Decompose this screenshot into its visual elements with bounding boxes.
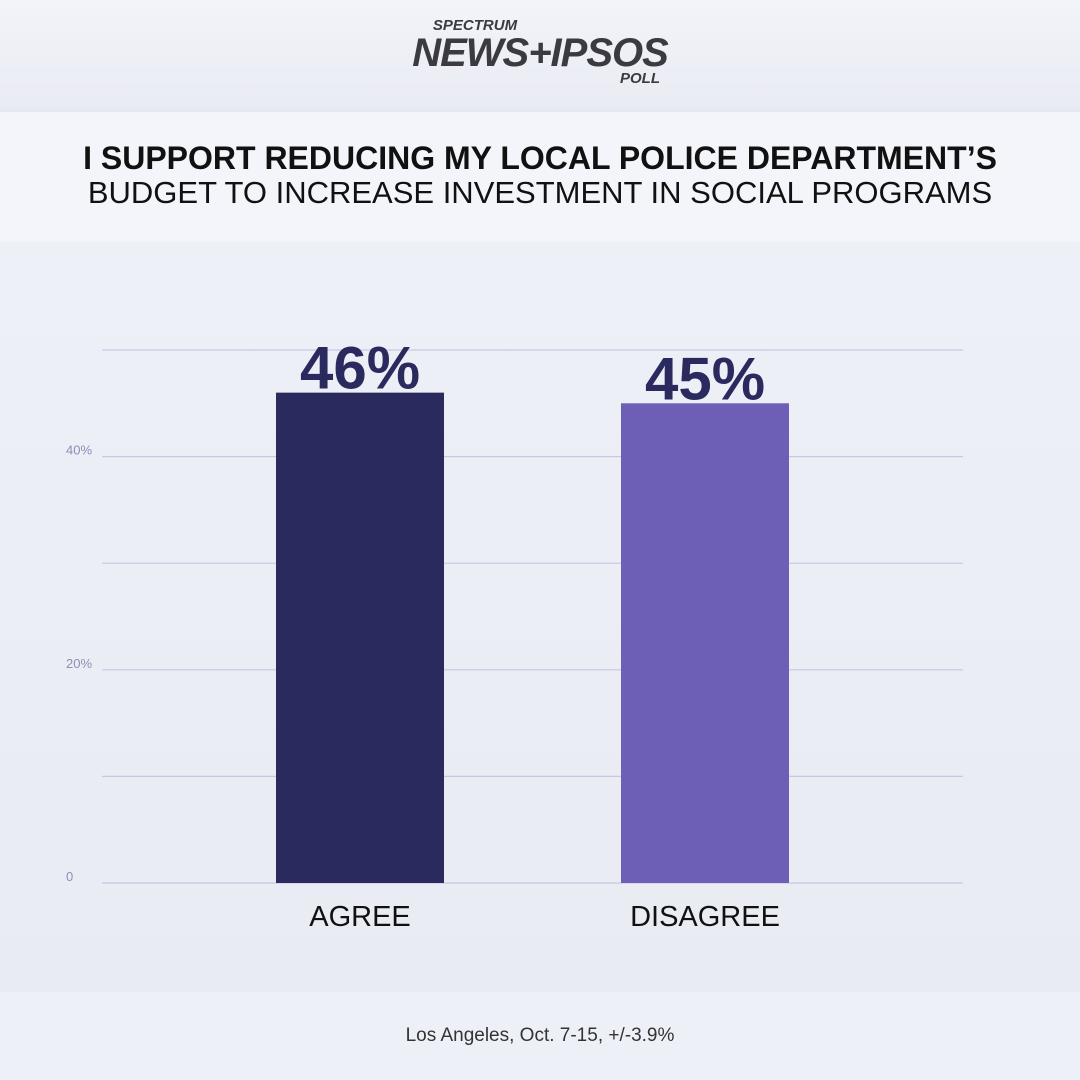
y-tick-label: 20% xyxy=(66,656,92,671)
chart-title: I SUPPORT REDUCING MY LOCAL POLICE DEPAR… xyxy=(83,140,997,176)
logo-spectrum: SPECTRUM xyxy=(432,17,518,34)
chart-area xyxy=(0,242,1080,992)
logo-band xyxy=(0,0,1080,112)
x-category-label: DISAGREE xyxy=(630,901,780,933)
footer-band xyxy=(0,992,1080,1080)
title-band xyxy=(0,112,1080,242)
footer-source: Los Angeles, Oct. 7-15, +/-3.9% xyxy=(405,1025,675,1046)
bar-disagree xyxy=(621,403,789,883)
bar-agree xyxy=(276,392,444,883)
y-tick-label: 40% xyxy=(66,443,92,458)
x-category-label: AGREE xyxy=(309,901,411,933)
chart-subtitle: BUDGET TO INCREASE INVESTMENT IN SOCIAL … xyxy=(87,175,993,210)
logo-poll: POLL xyxy=(620,70,660,87)
y-tick-label: 0 xyxy=(66,869,73,884)
data-label: 46% xyxy=(300,335,420,402)
data-label: 45% xyxy=(645,345,765,412)
logo: SPECTRUM NEWS+IPSOS POLL xyxy=(0,17,1080,87)
logo-news-ipsos: NEWS+IPSOS xyxy=(412,31,669,75)
